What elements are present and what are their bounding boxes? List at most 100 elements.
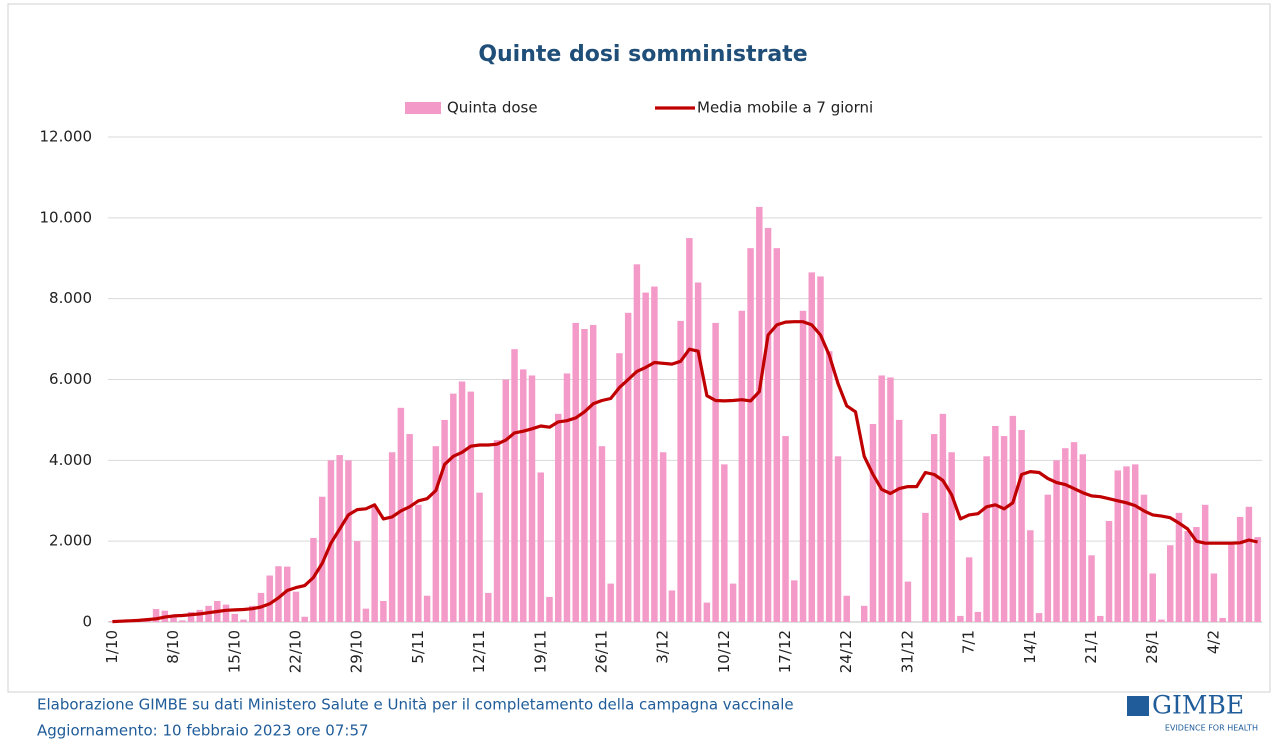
bar [293, 592, 299, 622]
bar [398, 408, 404, 622]
bar [581, 329, 587, 622]
bar [240, 620, 246, 622]
bar [817, 276, 823, 622]
bar [1027, 530, 1033, 622]
bar [878, 375, 884, 622]
bar [686, 238, 692, 622]
bar [896, 420, 902, 622]
bar [424, 596, 430, 622]
bar [669, 590, 675, 622]
bar [197, 610, 203, 622]
bar [1080, 454, 1086, 622]
bar [503, 380, 509, 623]
bar [730, 584, 736, 622]
y-tick-label: 0 [82, 613, 92, 631]
bar [538, 472, 544, 622]
bar [459, 382, 465, 622]
bar [1149, 574, 1155, 623]
bar [1036, 613, 1042, 622]
bar [607, 584, 613, 622]
bar [1219, 618, 1225, 622]
x-tick-label: 28/1 [1143, 630, 1161, 664]
bar [747, 248, 753, 622]
bar [223, 605, 229, 622]
bar [1202, 505, 1208, 622]
x-tick-label: 14/1 [1021, 630, 1039, 664]
bar [905, 582, 911, 622]
bar [1132, 464, 1138, 622]
bar [494, 440, 500, 622]
bar [975, 612, 981, 622]
x-tick-label: 21/1 [1082, 630, 1100, 664]
bar [1018, 430, 1024, 622]
bar [695, 283, 701, 623]
bar [441, 420, 447, 622]
bar [363, 609, 369, 622]
bar [887, 377, 893, 622]
bar [572, 323, 578, 622]
bar [1167, 545, 1173, 622]
footer-updated: Aggiornamento: 10 febbraio 2023 ore 07:5… [37, 722, 369, 740]
bar [1237, 517, 1243, 622]
bar [931, 434, 937, 622]
bar [1176, 513, 1182, 622]
bar [468, 392, 474, 622]
x-tick-label: 17/12 [776, 630, 794, 673]
logo-icon [1127, 696, 1149, 716]
x-tick-label: 4/2 [1204, 630, 1222, 654]
bar [1123, 466, 1129, 622]
x-tick-label: 12/11 [470, 630, 488, 673]
bar [1062, 448, 1068, 622]
bar [651, 287, 657, 622]
x-tick-label: 15/10 [225, 630, 243, 673]
y-tick-label: 12.000 [40, 128, 93, 146]
x-tick-label: 8/10 [164, 630, 182, 664]
bar [966, 557, 972, 622]
x-tick-label: 31/12 [898, 630, 916, 673]
bar [634, 264, 640, 622]
y-tick-label: 10.000 [40, 208, 93, 226]
bar [1045, 495, 1051, 622]
bar [677, 321, 683, 622]
bar [529, 375, 535, 622]
bar [835, 456, 841, 622]
bar [791, 580, 797, 622]
bar [371, 507, 377, 622]
bar [774, 248, 780, 622]
bar [870, 424, 876, 622]
legend-label: Quinta dose [447, 99, 538, 117]
bar [983, 456, 989, 622]
bar [485, 593, 491, 622]
bar [1097, 616, 1103, 622]
x-tick-label: 24/12 [837, 630, 855, 673]
bar [555, 414, 561, 622]
bar [1184, 531, 1190, 622]
bar [1246, 507, 1252, 622]
bar [476, 493, 482, 622]
bar [1106, 521, 1112, 622]
legend-swatch [405, 102, 441, 114]
bar [354, 541, 360, 622]
x-tick-label: 5/11 [409, 630, 427, 664]
bar [642, 293, 648, 622]
bar [861, 606, 867, 622]
bar [625, 313, 631, 622]
bar [704, 603, 710, 622]
bar [765, 228, 771, 622]
x-tick-label: 26/11 [592, 630, 610, 673]
bar [1211, 574, 1217, 623]
bar [450, 394, 456, 622]
x-tick-label: 29/10 [348, 630, 366, 673]
bar [992, 426, 998, 622]
bar [433, 446, 439, 622]
bar [756, 207, 762, 622]
bar [957, 616, 963, 622]
bar [1228, 543, 1234, 622]
bar [660, 452, 666, 622]
bar [267, 576, 273, 622]
bar [940, 414, 946, 622]
y-tick-label: 6.000 [49, 370, 92, 388]
bar [826, 351, 832, 622]
bar [415, 505, 421, 622]
